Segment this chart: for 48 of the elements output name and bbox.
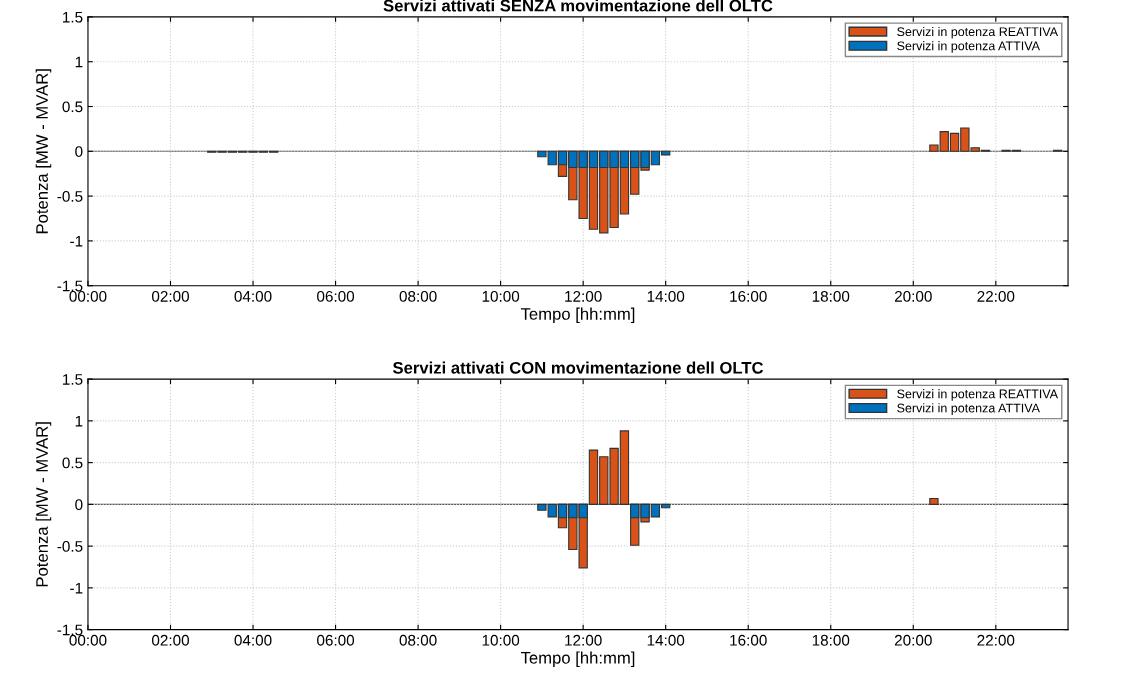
x-tick-label: 02:00 xyxy=(151,634,190,646)
legend-label: Servizi in potenza REATTIVA xyxy=(897,26,1059,39)
y-tick-label: -1 xyxy=(70,582,83,594)
y-tick-label: -0.5 xyxy=(57,540,83,552)
x-tick-label: 22:00 xyxy=(977,290,1015,302)
y-tick-label: -1.5 xyxy=(57,624,83,636)
chart-title: Servizi attivati CON movimentazione dell OLTC xyxy=(392,361,764,374)
y-tick-label: -1 xyxy=(70,235,83,247)
chart-title: Servizi attivati SENZA movimentazione dell OLTC xyxy=(383,0,773,12)
y-axis-title: Potenza [MW - MVAR] xyxy=(35,69,52,234)
x-tick-label: 06:00 xyxy=(317,290,355,302)
x-tick-label: 04:00 xyxy=(234,290,272,302)
y-tick-label: 1.5 xyxy=(63,11,83,23)
y-tick-label: -1.5 xyxy=(57,280,83,292)
legend-label: Servizi in potenza ATTIVA xyxy=(897,41,1040,53)
x-tick-label: 20:00 xyxy=(894,290,932,302)
x-tick-label: 12:00 xyxy=(565,634,602,646)
x-tick-label: 10:00 xyxy=(482,290,520,302)
x-tick-label: 14:00 xyxy=(647,290,685,302)
x-tick-label: 12:00 xyxy=(565,290,602,302)
y-tick-label: 0 xyxy=(75,146,83,157)
x-tick-label: 00:00 xyxy=(69,634,107,646)
y-tick-label: 0.5 xyxy=(62,457,83,469)
x-tick-label: 16:00 xyxy=(730,634,767,646)
x-tick-label: 18:00 xyxy=(812,290,850,302)
y-tick-label: 1.5 xyxy=(63,374,83,385)
y-tick-label: 1 xyxy=(75,56,83,68)
y-axis-title: Potenza [MW - MVAR] xyxy=(35,422,52,587)
x-tick-label: 10:00 xyxy=(482,634,520,646)
x-tick-label: 06:00 xyxy=(317,634,355,646)
y-tick-label: 0.5 xyxy=(62,101,83,113)
x-axis-title: Tempo [hh:mm] xyxy=(520,651,635,668)
y-tick-label: 0 xyxy=(75,499,83,511)
x-tick-label: 16:00 xyxy=(730,290,767,302)
y-tick-label: 1 xyxy=(75,415,83,427)
legend-label: Servizi in potenza REATTIVA xyxy=(897,389,1059,401)
x-tick-label: 20:00 xyxy=(894,634,932,646)
x-tick-label: 08:00 xyxy=(399,634,437,646)
x-tick-label: 04:00 xyxy=(234,634,272,646)
x-tick-label: 18:00 xyxy=(812,634,850,646)
legend-label: Servizi in potenza ATTIVA xyxy=(897,403,1040,415)
y-tick-label: -0.5 xyxy=(57,190,83,202)
x-tick-label: 00:00 xyxy=(69,290,107,302)
x-tick-label: 14:00 xyxy=(647,634,685,646)
x-tick-label: 22:00 xyxy=(977,634,1015,646)
x-tick-label: 08:00 xyxy=(399,290,437,302)
x-axis-title: Tempo [hh:mm] xyxy=(520,307,635,324)
x-tick-label: 02:00 xyxy=(151,290,190,302)
